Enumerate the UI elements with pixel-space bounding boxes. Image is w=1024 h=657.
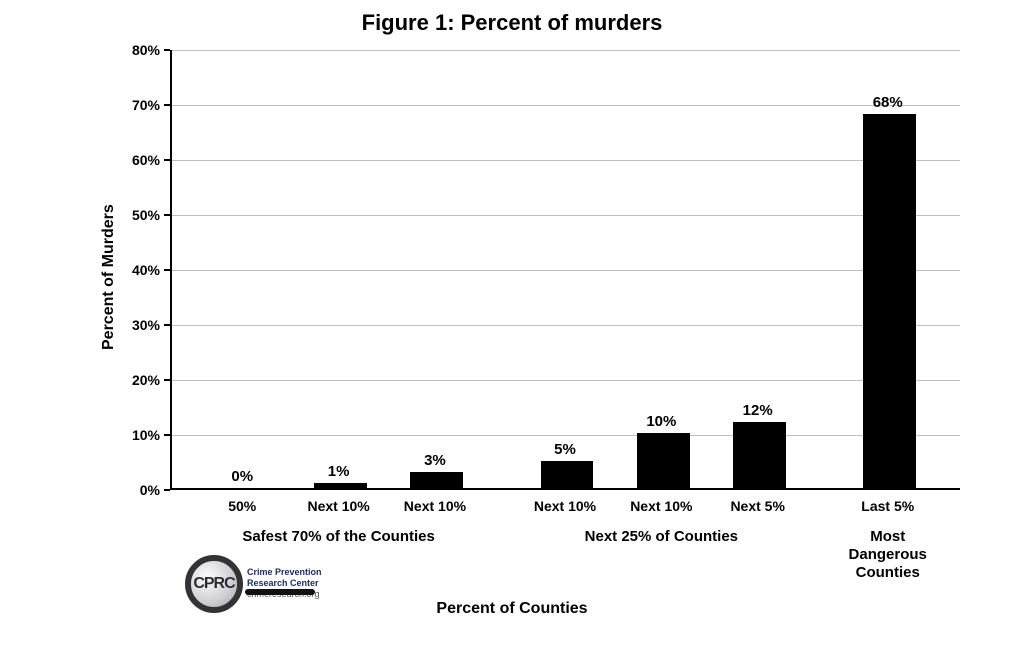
chart-title: Figure 1: Percent of murders xyxy=(0,10,1024,36)
logo-ring: CPRC xyxy=(185,555,243,613)
gridline xyxy=(172,50,960,51)
y-tick-mark xyxy=(164,214,170,216)
gridline xyxy=(172,270,960,271)
y-axis-title: Percent of Murders xyxy=(100,204,118,350)
gridline xyxy=(172,380,960,381)
bar-value-label: 0% xyxy=(231,468,253,485)
bar-category-label: Next 5% xyxy=(730,498,784,514)
y-tick-mark xyxy=(164,159,170,161)
bar xyxy=(637,433,690,488)
bar-value-label: 3% xyxy=(424,452,446,469)
bar-value-label: 12% xyxy=(743,402,773,419)
y-tick-label: 70% xyxy=(120,97,160,113)
logo-line1: Crime Prevention xyxy=(247,567,322,578)
gridline xyxy=(172,325,960,326)
source-logo: CPRC Crime Prevention Research Center cr… xyxy=(185,555,243,613)
y-tick-label: 40% xyxy=(120,262,160,278)
y-tick-mark xyxy=(164,489,170,491)
logo-line2: Research Center xyxy=(247,578,322,589)
bar-value-label: 5% xyxy=(554,441,576,458)
bar xyxy=(733,422,786,488)
bar-category-label: Next 10% xyxy=(404,498,466,514)
bar xyxy=(863,114,916,488)
y-tick-label: 60% xyxy=(120,152,160,168)
group-label: Safest 70% of the Counties xyxy=(242,528,435,545)
chart-stage: Figure 1: Percent of murders Percent of … xyxy=(0,0,1024,657)
bar-category-label: Next 10% xyxy=(630,498,692,514)
y-tick-mark xyxy=(164,379,170,381)
gridline xyxy=(172,435,960,436)
gridline xyxy=(172,105,960,106)
y-tick-mark xyxy=(164,49,170,51)
y-tick-label: 30% xyxy=(120,317,160,333)
y-tick-label: 50% xyxy=(120,207,160,223)
group-label: Most Dangerous Counties xyxy=(833,528,943,582)
y-tick-label: 80% xyxy=(120,42,160,58)
plot-area xyxy=(170,50,960,490)
y-tick-mark xyxy=(164,324,170,326)
y-tick-label: 10% xyxy=(120,427,160,443)
gridline xyxy=(172,160,960,161)
logo-text: Crime Prevention Research Center crimere… xyxy=(247,567,322,600)
bar-value-label: 1% xyxy=(328,463,350,480)
bar-value-label: 68% xyxy=(873,94,903,111)
y-tick-mark xyxy=(164,269,170,271)
y-tick-label: 0% xyxy=(120,482,160,498)
y-tick-label: 20% xyxy=(120,372,160,388)
gridline xyxy=(172,215,960,216)
bar-category-label: Next 10% xyxy=(534,498,596,514)
bar xyxy=(410,472,463,489)
bar-value-label: 10% xyxy=(646,413,676,430)
x-axis-title: Percent of Counties xyxy=(0,600,1024,618)
y-tick-mark xyxy=(164,434,170,436)
bar-category-label: 50% xyxy=(228,498,256,514)
bar xyxy=(314,483,367,489)
bar-category-label: Last 5% xyxy=(861,498,914,514)
y-tick-mark xyxy=(164,104,170,106)
bar xyxy=(541,461,594,489)
logo-underline xyxy=(245,589,315,595)
group-label: Next 25% of Counties xyxy=(585,528,738,545)
bar-category-label: Next 10% xyxy=(307,498,369,514)
logo-abbr: CPRC xyxy=(193,575,234,593)
